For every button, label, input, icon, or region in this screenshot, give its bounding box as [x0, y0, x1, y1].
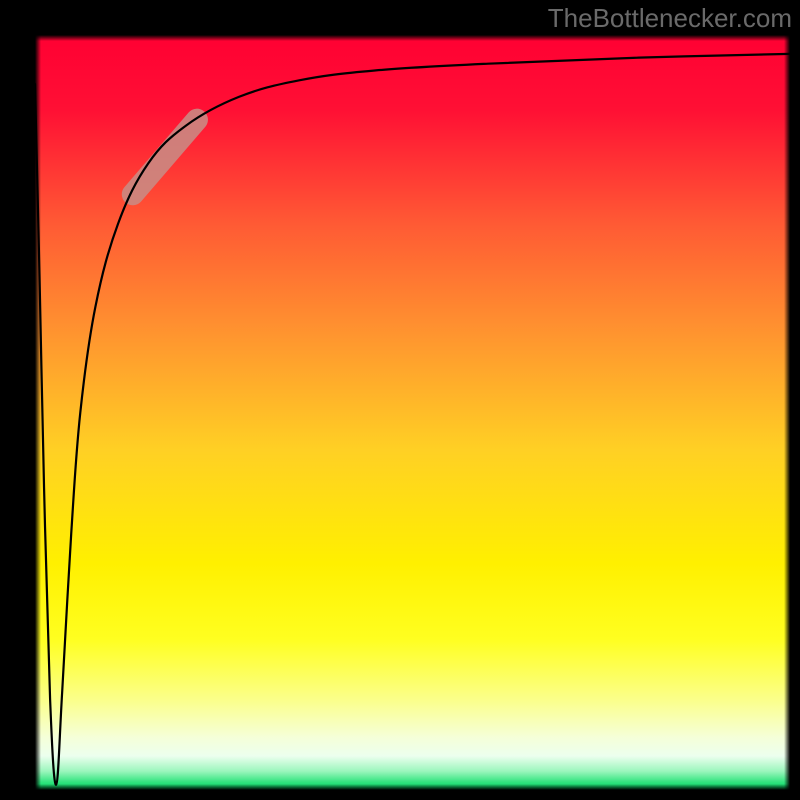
- watermark-link[interactable]: TheBottlenecker.com: [548, 3, 792, 34]
- edge-fade: [784, 35, 790, 790]
- bottleneck-chart-svg: [0, 0, 800, 800]
- edge-fade: [35, 35, 790, 41]
- plot-area: [35, 35, 790, 790]
- edge-fade: [35, 784, 790, 790]
- chart-root: TheBottlenecker.com: [0, 0, 800, 800]
